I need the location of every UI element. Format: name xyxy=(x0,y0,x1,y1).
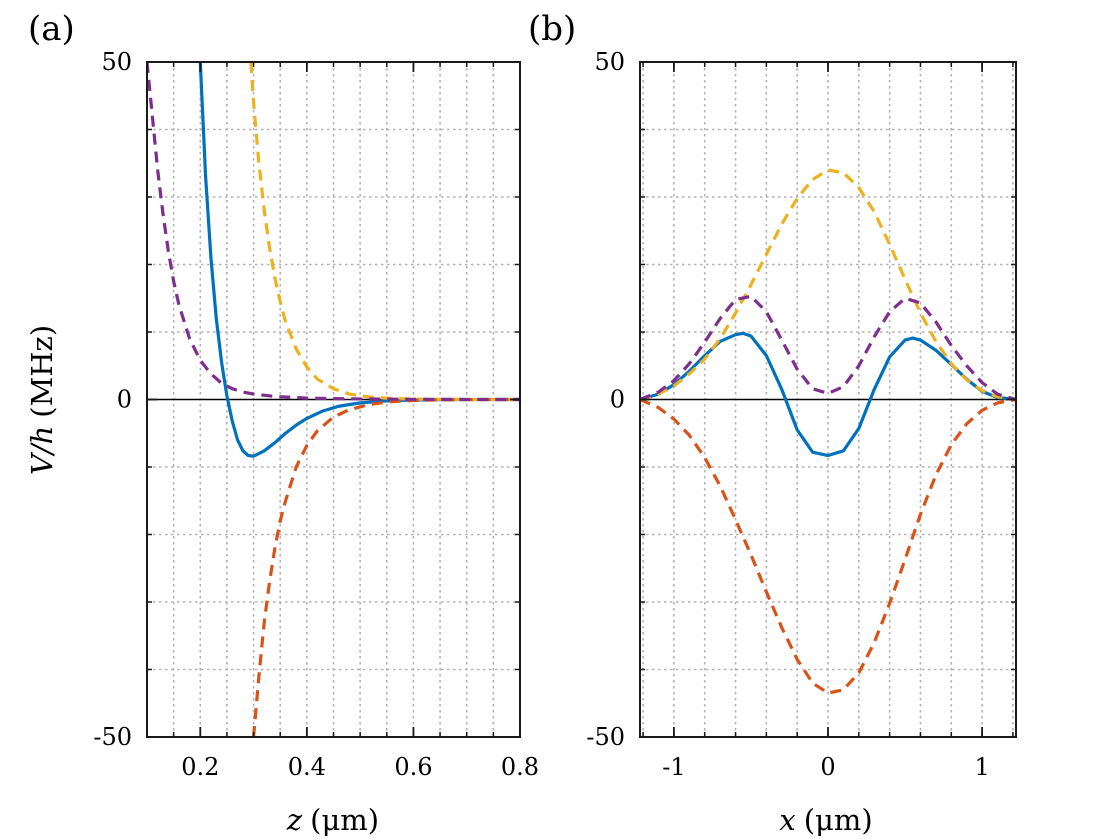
panel-a-series-repulsive xyxy=(249,62,520,402)
panel-b-xlabel: x (μm) xyxy=(779,803,872,837)
panel-a: (a) V/h (MHz) z (μm) 0.2 0.4 0.6 0.8 -50 0 50 xyxy=(25,9,539,837)
panel-a-series-total xyxy=(198,62,520,458)
panel-b-series-group xyxy=(640,168,1016,695)
panel-a-ylabel: V/h (MHz) xyxy=(25,325,59,475)
panel-a-xlabel-unit: (μm) xyxy=(310,803,379,837)
panel-b-series-total xyxy=(640,331,1016,458)
panel-a-y-tick-label: 0 xyxy=(117,386,132,414)
panel-b-y-tick-label: 0 xyxy=(610,386,625,414)
panel-b-label: (b) xyxy=(528,9,576,49)
panel-b-y-tick-label: 50 xyxy=(594,48,625,76)
panel-b-series-attractive xyxy=(640,397,1016,695)
panel-b-series-third xyxy=(640,294,1016,402)
panel-b-x-tick-label: -1 xyxy=(662,753,685,781)
panel-a-xlabel: z (μm) xyxy=(286,803,379,837)
panel-b-x-tick-label: 1 xyxy=(974,753,989,781)
panel-a-series-third xyxy=(147,62,520,402)
panel-a-x-tick-label: 0.4 xyxy=(288,753,326,781)
panel-a-label: (a) xyxy=(28,9,75,49)
panel-a-y-tick-label: 50 xyxy=(101,48,132,76)
panel-a-x-tick-label: 0.8 xyxy=(501,753,539,781)
panel-a-series-attractive xyxy=(251,397,520,737)
panel-a-ylabel-var: V/h xyxy=(25,426,59,475)
panel-b-xlabel-var: x xyxy=(779,803,795,837)
panel-b-y-tick-label: -50 xyxy=(586,723,625,751)
panel-a-xlabel-var: z xyxy=(286,803,303,837)
panel-a-x-tick-label: 0.2 xyxy=(181,753,219,781)
panel-a-x-tick-label: 0.6 xyxy=(394,753,432,781)
panel-a-series-group xyxy=(147,62,520,737)
panel-a-y-tick-label: -50 xyxy=(93,723,132,751)
panel-b-xlabel-unit: (μm) xyxy=(804,803,873,837)
panel-b-series-repulsive xyxy=(640,168,1016,402)
panel-a-ylabel-unit: (MHz) xyxy=(25,325,59,418)
panel-b-x-tick-label: 0 xyxy=(820,753,835,781)
panel-b: (b) x (μm) -1 0 1 -50 0 50 xyxy=(528,9,1017,837)
